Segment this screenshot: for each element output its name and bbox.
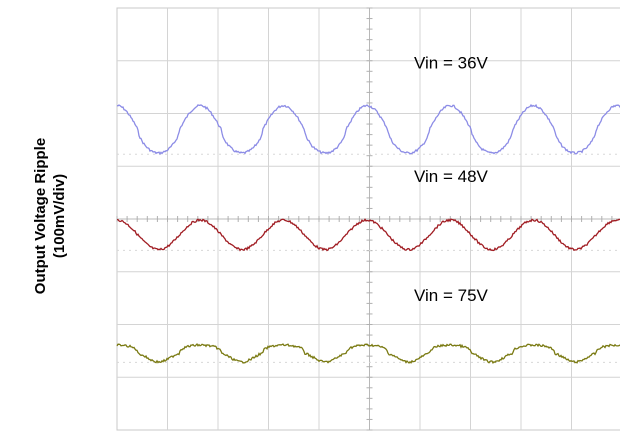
series-labels: Vin = 36V Vin = 48V Vin = 75V	[414, 54, 489, 305]
series-trace-2	[116, 218, 620, 252]
series-trace-1	[116, 103, 620, 156]
series-label: Vin = 75V	[414, 286, 489, 305]
series-label: Vin = 48V	[414, 167, 489, 186]
series-trace-3	[116, 343, 620, 365]
traces	[116, 103, 620, 365]
series-label: Vin = 36V	[414, 54, 489, 73]
grid	[116, 7, 620, 431]
